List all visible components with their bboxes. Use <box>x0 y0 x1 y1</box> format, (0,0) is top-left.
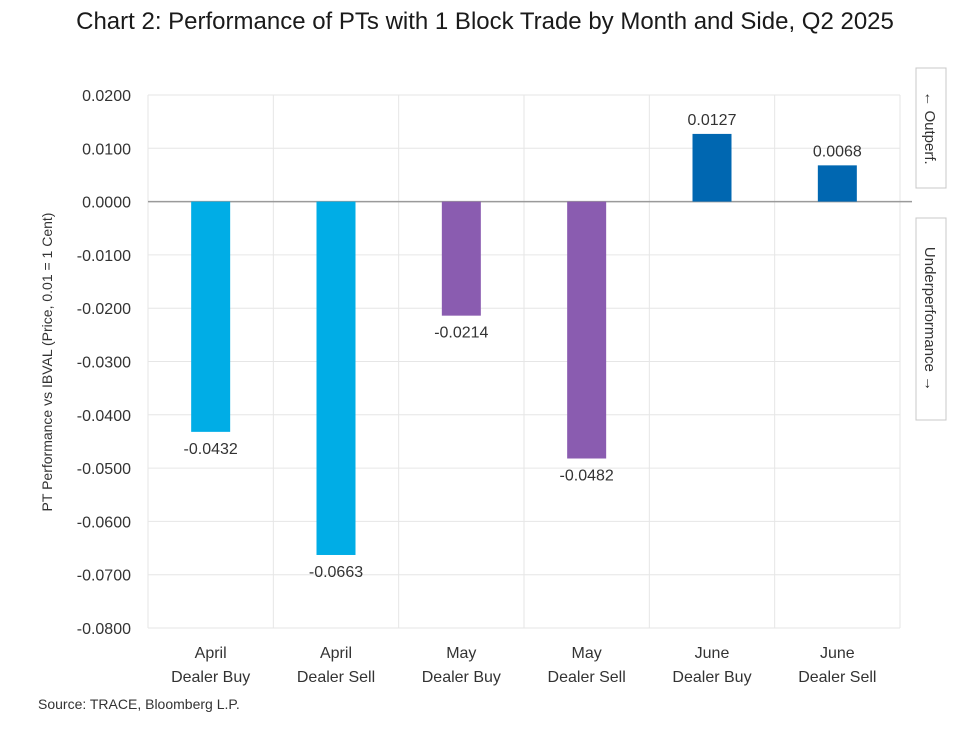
x-categories-layer: April Dealer Buy April Dealer Sell May Dealer… <box>171 645 876 686</box>
y-tick-label: 0.0200 <box>82 88 131 105</box>
bar <box>817 165 857 202</box>
underperformance-box: Underperformance → <box>915 217 947 421</box>
bar <box>316 201 356 555</box>
x-category-label: Dealer Buy <box>672 669 751 686</box>
x-category-label: June <box>820 645 855 662</box>
x-category-label: April <box>195 645 227 662</box>
y-tick-label: -0.0600 <box>77 514 131 531</box>
data-label: 0.0127 <box>688 112 737 129</box>
grid-layer <box>147 94 901 629</box>
y-tick-label: -0.0200 <box>77 301 131 318</box>
data-label: 0.0068 <box>813 143 862 160</box>
y-tick-label: -0.0100 <box>77 248 131 265</box>
y-tick-label: -0.0800 <box>77 621 131 638</box>
x-category-label: June <box>695 645 730 662</box>
bar <box>441 201 481 316</box>
data-label: -0.0432 <box>184 441 238 458</box>
y-tick-label: -0.0700 <box>77 568 131 585</box>
y-tick-label: -0.0500 <box>77 461 131 478</box>
data-label: -0.0663 <box>309 564 363 581</box>
underperformance-label: Underperformance → <box>921 247 938 391</box>
data-labels-layer: -0.0432 -0.0663 -0.0214 -0.0482 0.0127 0.0068 <box>184 112 862 581</box>
y-ticks-layer: 0.0200 0.0100 0.0000 -0.0100 -0.0200 -0.0300 -… <box>77 88 131 638</box>
data-label: -0.0482 <box>560 468 614 485</box>
x-category-label: May <box>446 645 476 662</box>
bar <box>692 133 732 202</box>
y-axis-title: PT Performance vs IBVAL (Price, 0.01 = 1… <box>39 213 55 512</box>
outperformance-label: ← Outperf. <box>921 91 938 164</box>
bars-layer <box>191 133 857 555</box>
x-category-label: Dealer Buy <box>171 669 250 686</box>
y-tick-label: -0.0400 <box>77 408 131 425</box>
y-tick-label: 0.0100 <box>82 141 131 158</box>
outperformance-box: ← Outperf. <box>915 67 947 189</box>
source-note: Source: TRACE, Bloomberg L.P. <box>38 696 240 712</box>
y-tick-label: 0.0000 <box>82 195 131 212</box>
x-category-label: Dealer Sell <box>548 669 626 686</box>
x-category-label: April <box>320 645 352 662</box>
data-label: -0.0214 <box>434 325 488 342</box>
x-category-label: May <box>572 645 602 662</box>
x-category-label: Dealer Sell <box>798 669 876 686</box>
chart-title: Chart 2: Performance of PTs with 1 Block… <box>76 8 894 35</box>
x-category-label: Dealer Sell <box>297 669 375 686</box>
y-tick-label: -0.0300 <box>77 355 131 372</box>
bar <box>567 201 607 459</box>
bar <box>191 201 231 432</box>
x-category-label: Dealer Buy <box>422 669 501 686</box>
